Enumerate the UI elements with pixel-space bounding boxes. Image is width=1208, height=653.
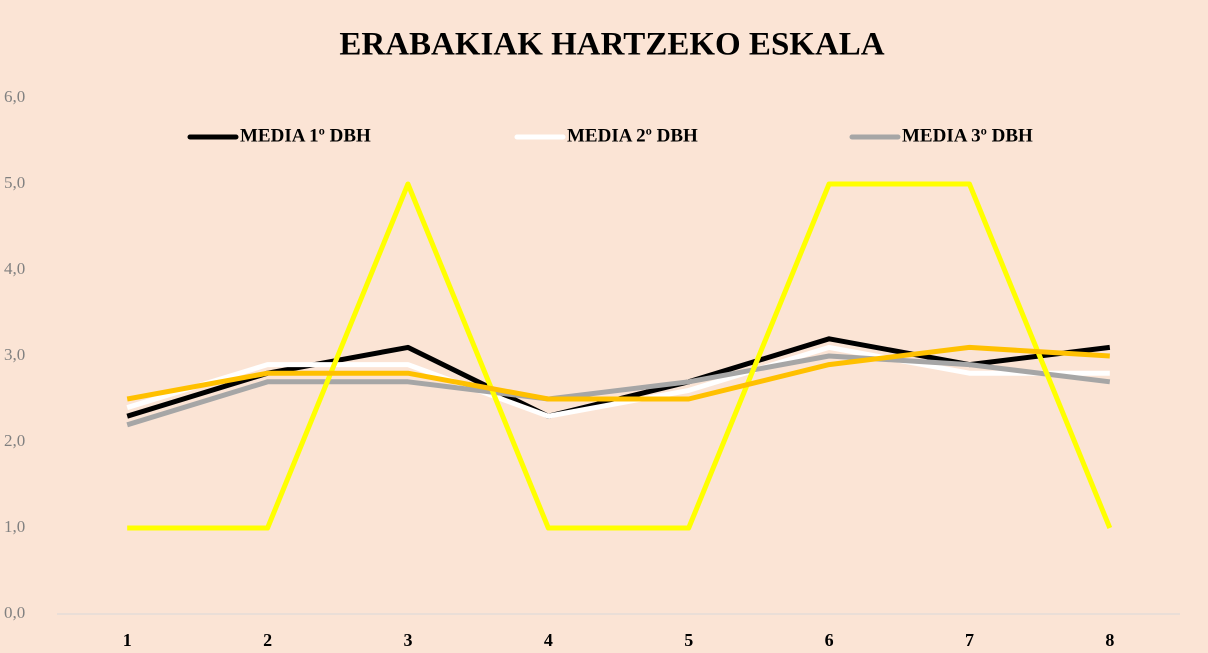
x-tick-label: 2 — [263, 630, 272, 650]
line-series — [126, 353, 1111, 428]
y-tick-label: 2,0 — [4, 431, 25, 450]
y-tick-label: 4,0 — [4, 259, 25, 278]
line-series — [126, 344, 1110, 402]
y-tick-label: 6,0 — [4, 87, 25, 106]
x-tick-label: 5 — [684, 630, 693, 650]
x-tick-label: 4 — [544, 630, 553, 650]
x-tick-label: 8 — [1105, 630, 1114, 650]
y-tick-label: 1,0 — [4, 517, 25, 536]
legend-label: MEDIA 3º DBH — [902, 125, 1033, 146]
line-series — [127, 181, 1113, 531]
x-tick-label: 6 — [825, 630, 834, 650]
y-tick-label: 5,0 — [4, 173, 25, 192]
y-tick-label: 0,0 — [4, 603, 25, 622]
y-tick-label: 3,0 — [4, 345, 25, 364]
chart-title: ERABAKIAK HARTZEKO ESKALA — [339, 27, 884, 63]
x-tick-label: 3 — [403, 630, 412, 650]
legend-label: MEDIA 1º DBH — [240, 125, 371, 146]
line-series — [126, 344, 1110, 419]
x-tick-label: 1 — [123, 630, 132, 650]
legend-label: MEDIA 2º DBH — [567, 125, 698, 146]
x-tick-label: 7 — [965, 630, 974, 650]
